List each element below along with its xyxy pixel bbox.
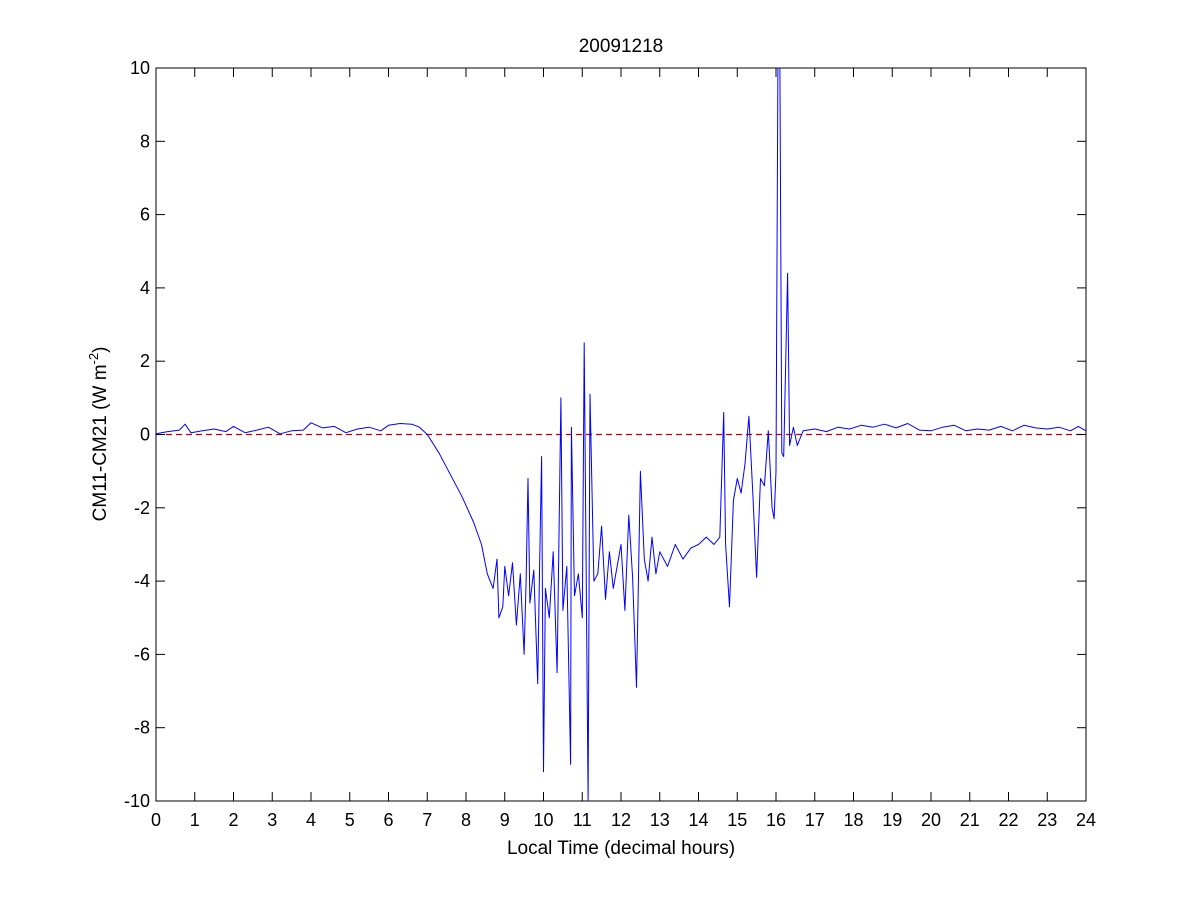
y-tick-label: 10	[130, 58, 150, 78]
x-tick-label: 17	[805, 810, 825, 830]
x-tick-label: 7	[422, 810, 432, 830]
y-axis-label: CM11-CM21 (W m-2)	[86, 347, 111, 522]
x-tick-label: 4	[306, 810, 316, 830]
x-tick-label: 18	[843, 810, 863, 830]
x-tick-label: 16	[766, 810, 786, 830]
y-axis-label-text: CM11-CM21 (W m-2)	[86, 347, 111, 522]
y-tick-label: 2	[140, 351, 150, 371]
x-tick-label: 1	[190, 810, 200, 830]
y-axis-label-main: CM11-CM21 (W m	[90, 364, 111, 521]
x-tick-label: 3	[267, 810, 277, 830]
x-tick-label: 2	[228, 810, 238, 830]
x-tick-label: 15	[727, 810, 747, 830]
x-tick-label: 14	[688, 810, 708, 830]
x-tick-label: 5	[345, 810, 355, 830]
y-tick-label: -2	[134, 498, 150, 518]
y-tick-label: 8	[140, 131, 150, 151]
x-tick-label: 21	[960, 810, 980, 830]
x-axis-label: Local Time (decimal hours)	[507, 838, 735, 859]
y-tick-label: -10	[124, 791, 150, 811]
series-line	[155, 67, 1087, 802]
y-tick-label: -6	[134, 644, 150, 664]
x-tick-labels: 0 1 2 3 4 5 6 7 8 9 10 11 12 13 14 15 16 17 18 19 20 21 22 23 24	[151, 810, 1096, 830]
x-tick-label: 10	[533, 810, 553, 830]
x-tick-label: 0	[151, 810, 161, 830]
y-tick-label: -4	[134, 571, 150, 591]
x-tick-label: 23	[1037, 810, 1057, 830]
x-tick-label: 12	[611, 810, 631, 830]
x-tick-label: 8	[461, 810, 471, 830]
y-axis-label-superscript: -2	[86, 353, 101, 365]
x-tick-label: 6	[383, 810, 393, 830]
x-tick-label: 13	[650, 810, 670, 830]
x-tick-label: 22	[998, 810, 1018, 830]
y-tick-label: 0	[140, 425, 150, 445]
x-tick-label: 24	[1076, 810, 1096, 830]
y-tick-label: -8	[134, 718, 150, 738]
x-tick-label: 9	[500, 810, 510, 830]
series-layer	[155, 67, 1087, 802]
y-axis-label-close: )	[90, 347, 111, 353]
x-tick-label: 20	[921, 810, 941, 830]
y-tick-labels: -10 -8 -6 -4 -2 0 2 4 6 8 10	[124, 58, 150, 811]
y-tick-label: 6	[140, 205, 150, 225]
y-tick-label: 4	[140, 278, 150, 298]
x-tick-label: 19	[882, 810, 902, 830]
x-tick-label: 11	[573, 810, 592, 830]
tick-layer	[155, 67, 1087, 802]
chart-title: 20091218	[579, 36, 664, 57]
